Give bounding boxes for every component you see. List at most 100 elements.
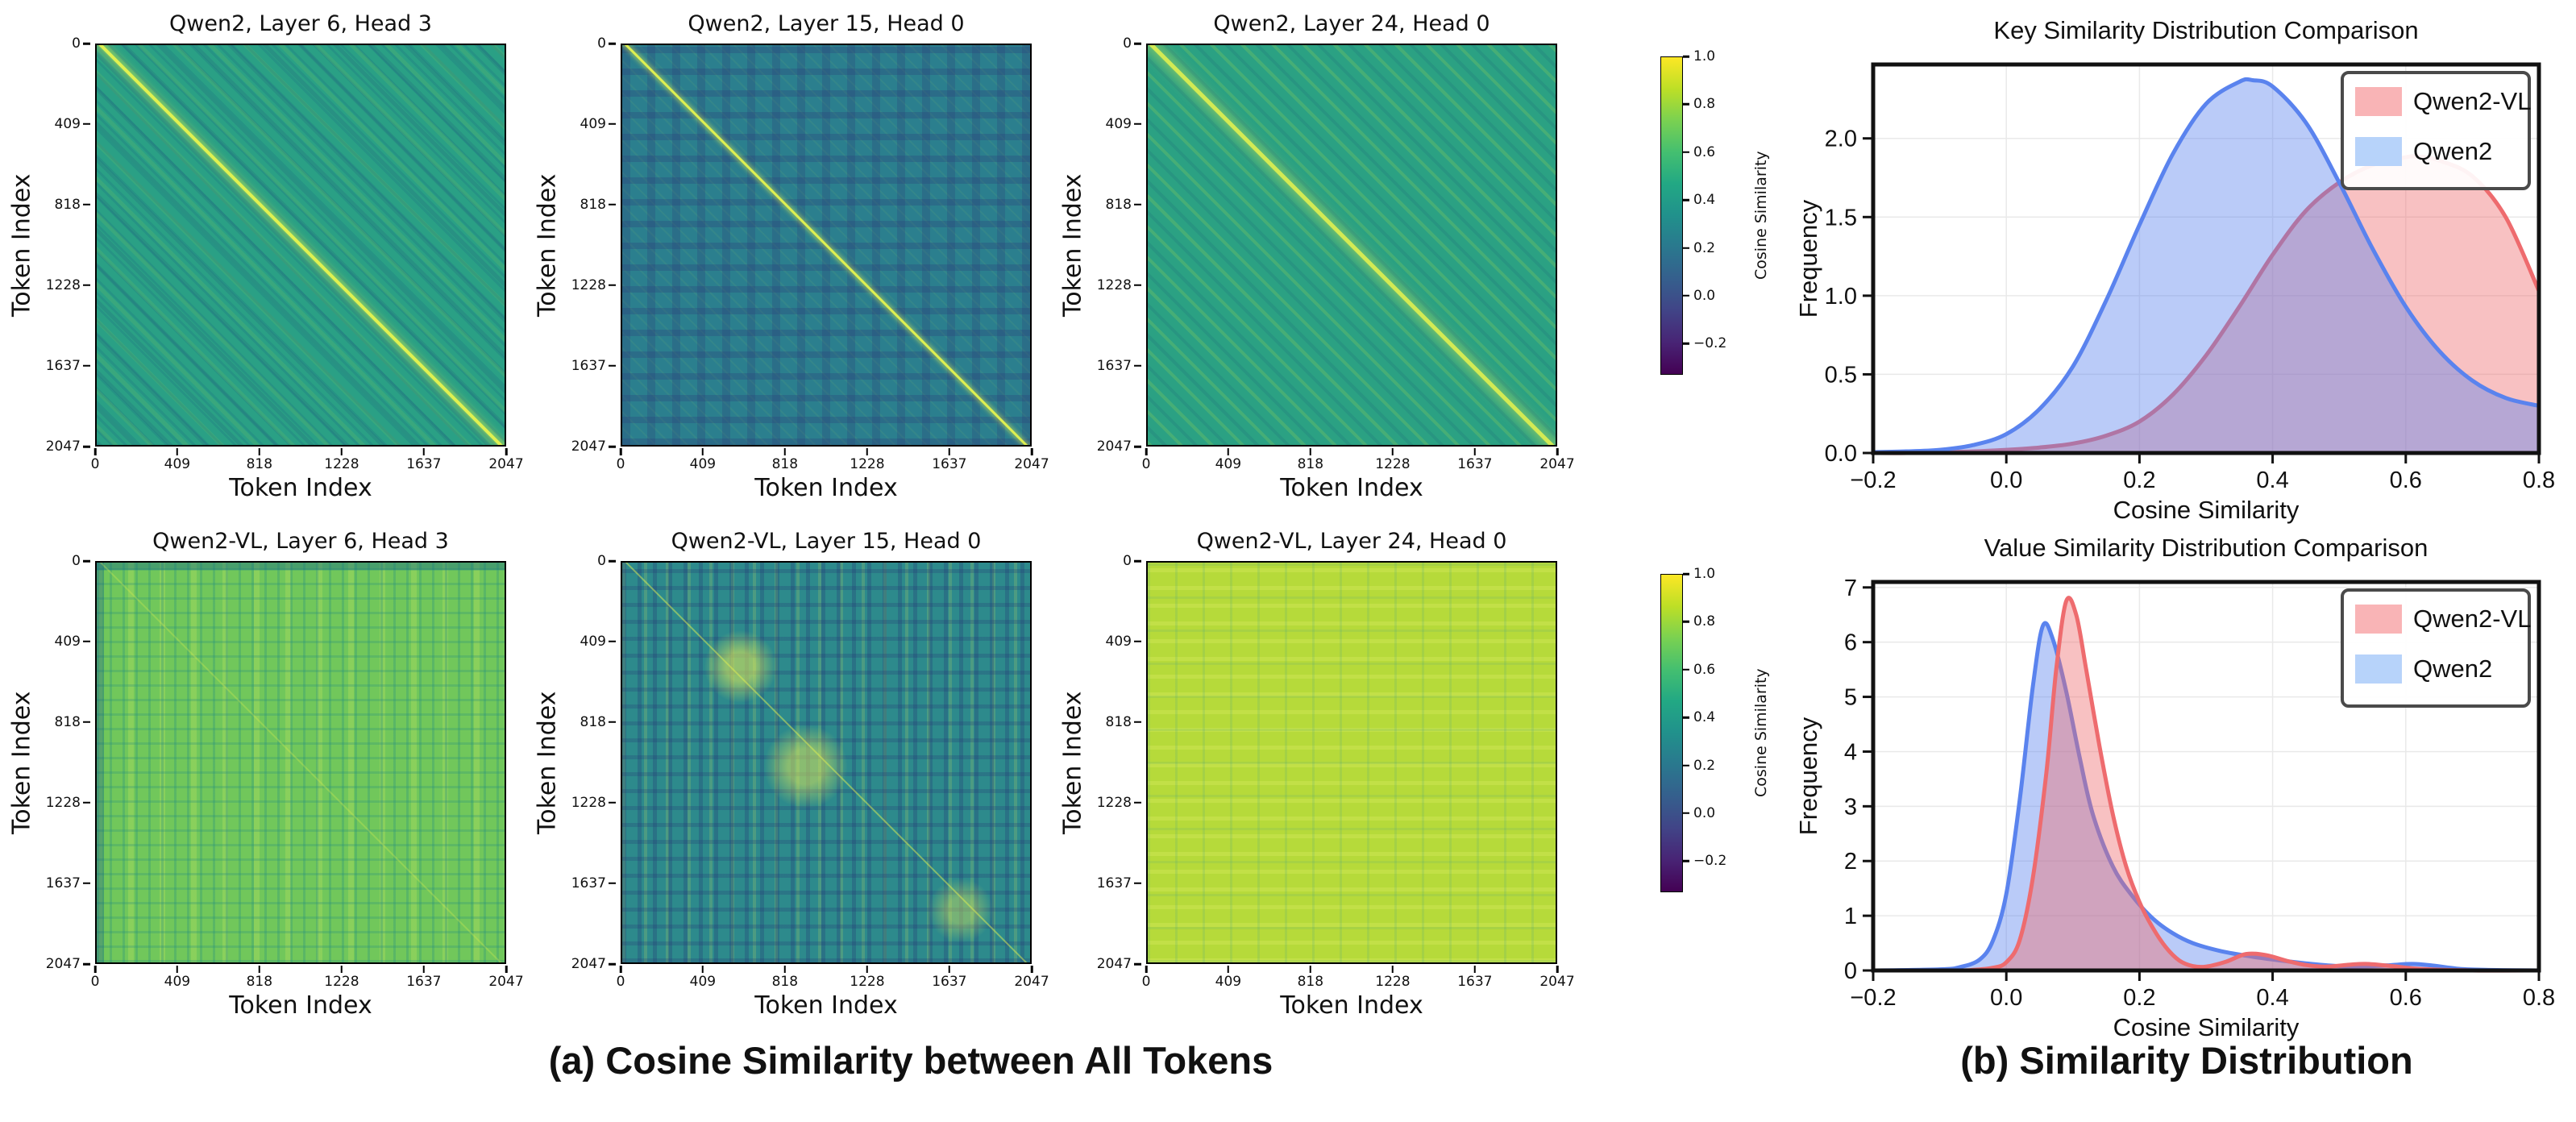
colorbar-tick-label: 0.2 <box>1693 239 1716 256</box>
y-tick-label: 1228 <box>571 794 606 811</box>
x-tick-mark <box>176 448 179 455</box>
y-tick-mark <box>83 640 90 643</box>
y-tick-mark <box>1134 42 1141 45</box>
y-tick-label: 0.0 <box>1825 441 1857 467</box>
y-tick-mark <box>609 203 616 206</box>
x-tick-label: 1228 <box>1375 974 1411 990</box>
x-tick-mark <box>1391 966 1394 973</box>
colorbar-tick-label: 0.6 <box>1693 143 1716 160</box>
heatmap-xlabel: Token Index <box>1280 991 1423 1020</box>
y-tick-label: 2 <box>1844 849 1857 875</box>
y-tick-mark <box>609 721 616 724</box>
caption-b: (b) Similarity Distribution <box>1960 1039 2413 1082</box>
y-tick-label: 1.5 <box>1825 205 1857 231</box>
heatmap-title: Qwen2, Layer 24, Head 0 <box>1213 11 1490 36</box>
x-tick-label: 0 <box>90 974 100 990</box>
x-tick-label: 409 <box>689 456 717 472</box>
x-tick-mark <box>1556 966 1559 973</box>
heatmap-x-axis: 0 409 818 1228 1637 2047 <box>1142 966 1575 990</box>
y-tick-label: 2.0 <box>1825 127 1857 152</box>
y-axis-label: Frequency <box>1794 199 1822 318</box>
x-tick-mark <box>1473 966 1477 973</box>
legend-label-qwen2-vl: Qwen2-VL <box>2413 87 2531 115</box>
x-tick-mark <box>258 966 261 973</box>
x-tick-label: 0.4 <box>2256 468 2288 493</box>
y-tick-mark <box>609 364 616 368</box>
y-tick-label: 1228 <box>1096 276 1132 293</box>
colorbar-tick-label: 1.0 <box>1693 48 1716 64</box>
kde-area-qwen2-vl <box>1873 597 2539 971</box>
y-tick-label: 0 <box>72 553 81 569</box>
kde-chart-key: −0.2 0.0 0.2 0.4 0.6 0.80.00.51.01.52.0Cosine… <box>1794 62 2555 524</box>
y-tick-label: 409 <box>580 633 606 650</box>
y-tick-label: 2047 <box>45 438 81 455</box>
y-tick-label: 1637 <box>1096 875 1132 891</box>
heatmap-panel-qwen2vl-l15h0: Qwen2-VL, Layer 15, Head 0 Token Index 0… <box>532 524 1054 1041</box>
y-tick-mark <box>609 882 616 885</box>
plot-border <box>1871 62 2541 455</box>
y-tick-label: 1637 <box>571 357 606 374</box>
x-tick-label: 0.6 <box>2390 468 2422 493</box>
colorbar-row1: 1.0 0.8 0.6 0.4 0.2 0.0 −0.2 Cosine Similarity <box>1644 6 1814 522</box>
heatmap-canvas <box>621 44 1032 447</box>
kde-panel-key: Key Similarity Distribution Comparison −… <box>1794 6 2576 524</box>
kde-area-qwen2-vl <box>1873 156 2539 454</box>
x-tick-mark <box>866 448 869 455</box>
x-tick-label: 1637 <box>932 974 967 990</box>
colorbar-tick-mark <box>1683 860 1689 862</box>
x-tick-label: 0 <box>616 974 625 990</box>
y-tick-mark <box>1134 559 1141 563</box>
y-tick-label: 409 <box>1105 115 1132 132</box>
y-tick-label: 1228 <box>45 794 81 811</box>
y-tick-label: 3 <box>1844 794 1857 820</box>
y-axis-label: Frequency <box>1794 717 1822 835</box>
colorbar-tick-mark <box>1683 294 1689 297</box>
heatmap-y-axis: 0 409 818 1228 1637 2047 <box>563 553 616 972</box>
heatmap-diagonal-line <box>1148 45 1556 445</box>
x-tick-label: −0.2 <box>1850 985 1896 1011</box>
kde-area-qwen2 <box>1873 622 2539 970</box>
heatmap-diagonal-line <box>97 45 505 445</box>
heatmap-panel-qwen2-l6h3: Qwen2, Layer 6, Head 3 Token Index 0 409 8… <box>6 6 529 524</box>
heatmap-title: Qwen2-VL, Layer 15, Head 0 <box>671 529 982 554</box>
heatmap-y-axis: 0 409 818 1228 1637 2047 <box>563 35 616 455</box>
heatmap-ylabel: Token Index <box>1058 173 1087 317</box>
heatmap-xlabel: Token Index <box>754 474 898 502</box>
y-tick-label: 818 <box>1105 713 1132 730</box>
y-tick-label: 0 <box>597 35 606 52</box>
heatmap-diagonal-line <box>622 563 1030 962</box>
x-tick-label: 0 <box>616 456 625 472</box>
y-tick-label: 1228 <box>571 276 606 293</box>
y-tick-label: 1228 <box>45 276 81 293</box>
x-tick-label: 1637 <box>1457 456 1493 472</box>
colorbar-label: Cosine Similarity <box>1752 668 1770 798</box>
y-tick-label: 1 <box>1844 904 1857 929</box>
heatmap-xlabel: Token Index <box>229 474 372 502</box>
y-tick-label: 409 <box>54 115 81 132</box>
y-tick-label: 0 <box>597 553 606 569</box>
x-tick-mark <box>619 448 622 455</box>
y-tick-mark <box>609 123 616 126</box>
x-tick-label: 0.2 <box>2123 468 2155 493</box>
x-axis-label: Cosine Similarity <box>2113 496 2300 524</box>
colorbar-tick-label: 0.8 <box>1693 96 1716 113</box>
y-tick-label: 1637 <box>571 875 606 891</box>
kde-panel-value: Value Similarity Distribution Comparison… <box>1794 524 2576 1041</box>
y-tick-label: 2047 <box>571 956 606 972</box>
y-tick-mark <box>609 42 616 45</box>
x-tick-label: 0.0 <box>1990 468 2022 493</box>
x-tick-mark <box>340 448 343 455</box>
colorbar-tick-mark <box>1683 55 1689 58</box>
x-tick-label: 1228 <box>1375 456 1411 472</box>
legend-label-qwen2: Qwen2 <box>2413 137 2492 165</box>
y-tick-label: 2047 <box>45 956 81 972</box>
kde-chart-value: −0.2 0.0 0.2 0.4 0.6 0.8 0 1 2 3 4 5 6 7 Cosine Simila… <box>1794 576 2555 1041</box>
x-tick-label: 409 <box>1215 456 1242 472</box>
colorbar-tick-label: 0.4 <box>1693 709 1716 726</box>
x-tick-mark <box>505 448 508 455</box>
y-tick-label: 409 <box>1105 633 1132 650</box>
x-tick-label: 1228 <box>324 974 359 990</box>
colorbar-tick-mark <box>1683 151 1689 154</box>
heatmap-panel-qwen2vl-l6h3: Qwen2-VL, Layer 6, Head 3 Token Index 0 4… <box>6 524 529 1041</box>
y-tick-label: 6 <box>1844 630 1857 656</box>
